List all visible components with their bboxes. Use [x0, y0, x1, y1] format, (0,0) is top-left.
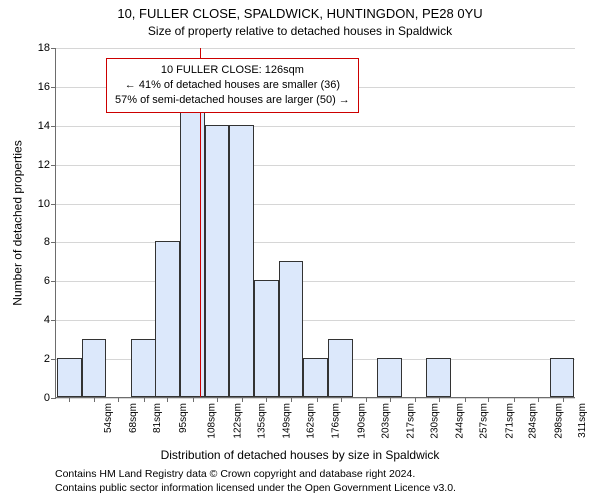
xtick-label: 190sqm [356, 403, 367, 439]
xtick-mark [488, 397, 489, 402]
grid-line [56, 242, 575, 243]
histogram-bar [377, 358, 402, 397]
ytick-label: 16 [20, 81, 50, 93]
xtick-mark [366, 397, 367, 402]
attribution-line1: Contains HM Land Registry data © Crown c… [55, 468, 575, 482]
histogram-bar [550, 358, 575, 397]
histogram-bar [205, 125, 230, 397]
ytick-mark [51, 281, 56, 282]
info-box: 10 FULLER CLOSE: 126sqm ← 41% of detache… [106, 58, 359, 113]
ytick-label: 0 [20, 392, 50, 404]
xtick-mark [144, 397, 145, 402]
xtick-label: 244sqm [455, 403, 466, 439]
info-box-line2: ← 41% of detached houses are smaller (36… [115, 78, 350, 93]
xtick-label: 95sqm [178, 403, 189, 433]
histogram-bar [131, 339, 156, 397]
xtick-label: 149sqm [282, 403, 293, 439]
xtick-label: 162sqm [305, 403, 316, 439]
ytick-label: 6 [20, 275, 50, 287]
xtick-mark [465, 397, 466, 402]
grid-line [56, 398, 575, 399]
info-box-line3: 57% of semi-detached houses are larger (… [115, 93, 350, 108]
xtick-mark [538, 397, 539, 402]
grid-line [56, 165, 575, 166]
grid-line [56, 204, 575, 205]
xtick-mark [193, 397, 194, 402]
xtick-label: 54sqm [103, 403, 114, 433]
xtick-mark [514, 397, 515, 402]
xtick-mark [217, 397, 218, 402]
ytick-mark [51, 320, 56, 321]
xtick-mark [390, 397, 391, 402]
xtick-label: 217sqm [406, 403, 417, 439]
chart-title: 10, FULLER CLOSE, SPALDWICK, HUNTINGDON,… [0, 6, 600, 21]
histogram-bar [426, 358, 451, 397]
grid-line [56, 320, 575, 321]
ytick-label: 12 [20, 159, 50, 171]
ytick-mark [51, 398, 56, 399]
xtick-label: 271sqm [504, 403, 515, 439]
xtick-mark [439, 397, 440, 402]
plot-area: 02468101214161854sqm68sqm81sqm95sqm108sq… [55, 48, 575, 398]
xtick-label: 203sqm [380, 403, 391, 439]
ytick-label: 10 [20, 198, 50, 210]
ytick-label: 4 [20, 314, 50, 326]
ytick-mark [51, 165, 56, 166]
histogram-bar [155, 241, 180, 397]
xtick-label: 257sqm [479, 403, 490, 439]
xtick-mark [167, 397, 168, 402]
ytick-label: 14 [20, 120, 50, 132]
ytick-label: 2 [20, 353, 50, 365]
grid-line [56, 281, 575, 282]
ytick-mark [51, 242, 56, 243]
histogram-bar [279, 261, 304, 397]
xtick-label: 284sqm [528, 403, 539, 439]
xtick-label: 108sqm [207, 403, 218, 439]
ytick-mark [51, 48, 56, 49]
attribution: Contains HM Land Registry data © Crown c… [55, 468, 575, 495]
xtick-mark [563, 397, 564, 402]
ytick-mark [51, 126, 56, 127]
info-box-line1: 10 FULLER CLOSE: 126sqm [115, 63, 350, 78]
xtick-mark [415, 397, 416, 402]
xtick-mark [317, 397, 318, 402]
x-axis-label: Distribution of detached houses by size … [0, 448, 600, 462]
xtick-mark [266, 397, 267, 402]
ytick-mark [51, 204, 56, 205]
xtick-label: 298sqm [554, 403, 565, 439]
xtick-label: 176sqm [331, 403, 342, 439]
y-axis-label: Number of detached properties [10, 48, 26, 398]
xtick-label: 122sqm [232, 403, 243, 439]
histogram-bar [82, 339, 107, 397]
grid-line [56, 48, 575, 49]
attribution-line2: Contains public sector information licen… [55, 482, 575, 496]
ytick-label: 18 [20, 42, 50, 54]
histogram-bar [303, 358, 328, 397]
histogram-bar [328, 339, 353, 397]
xtick-mark [69, 397, 70, 402]
ytick-mark [51, 359, 56, 360]
grid-line [56, 126, 575, 127]
ytick-mark [51, 87, 56, 88]
ytick-label: 8 [20, 236, 50, 248]
xtick-label: 135sqm [256, 403, 267, 439]
xtick-mark [94, 397, 95, 402]
histogram-bar [229, 125, 254, 397]
xtick-mark [118, 397, 119, 402]
histogram-bar [57, 358, 82, 397]
xtick-label: 311sqm [577, 403, 588, 438]
chart-subtitle: Size of property relative to detached ho… [0, 24, 600, 38]
histogram-bar [254, 280, 279, 397]
xtick-mark [341, 397, 342, 402]
xtick-label: 68sqm [128, 403, 139, 433]
xtick-label: 230sqm [429, 403, 440, 439]
xtick-label: 81sqm [152, 403, 163, 433]
xtick-mark [242, 397, 243, 402]
xtick-mark [291, 397, 292, 402]
